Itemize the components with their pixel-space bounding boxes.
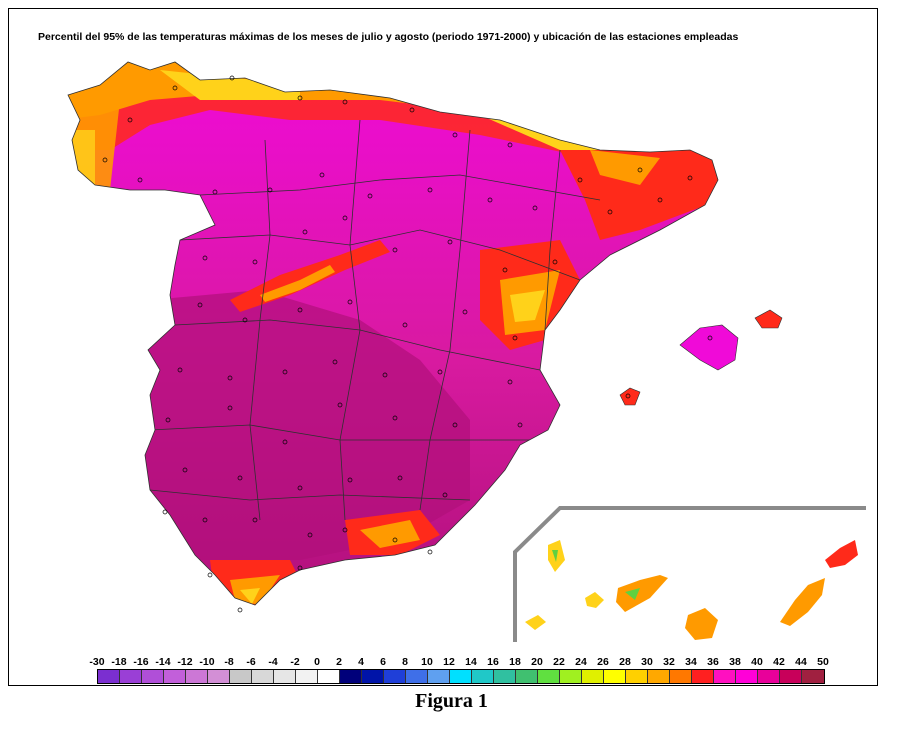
figure-caption: Figura 1	[415, 690, 488, 712]
legend-label: 28	[619, 656, 631, 668]
legend-swatch	[406, 670, 428, 683]
legend-label: 44	[795, 656, 807, 668]
legend-swatch	[428, 670, 450, 683]
legend-label: -4	[268, 656, 278, 668]
legend-label: -2	[290, 656, 300, 668]
legend-label: -30	[89, 656, 105, 668]
balearic-islands	[619, 309, 783, 406]
legend-swatch	[296, 670, 318, 683]
iberian-peninsula	[67, 61, 719, 606]
legend-swatch	[340, 670, 362, 683]
legend-swatch	[780, 670, 802, 683]
legend-label: 50	[817, 656, 829, 668]
legend-swatch	[142, 670, 164, 683]
legend-label: 4	[358, 656, 364, 668]
legend-labels: -30 -18 -16 -14 -12 -10 -8 -6 -4 -2 0 2 4 6 8 10 12 14 16 1…	[86, 656, 829, 668]
legend-swatch	[758, 670, 780, 683]
legend-swatch	[648, 670, 670, 683]
legend-swatch	[626, 670, 648, 683]
legend-swatch	[604, 670, 626, 683]
legend-label: 18	[509, 656, 521, 668]
map-title: Percentil del 95% de las temperaturas má…	[38, 31, 739, 43]
legend-swatch	[450, 670, 472, 683]
legend-swatch	[230, 670, 252, 683]
legend-label: 30	[641, 656, 653, 668]
legend-label: -14	[155, 656, 171, 668]
legend-label: -16	[133, 656, 149, 668]
legend-swatch	[736, 670, 758, 683]
legend-label: 26	[597, 656, 609, 668]
legend-label: 14	[465, 656, 477, 668]
legend-swatch	[582, 670, 604, 683]
legend-label: 42	[773, 656, 785, 668]
legend-label: -12	[177, 656, 193, 668]
legend-swatch	[120, 670, 142, 683]
legend-swatch	[538, 670, 560, 683]
canary-islands-inset	[513, 506, 866, 642]
legend-label: -18	[111, 656, 127, 668]
legend-swatch	[560, 670, 582, 683]
legend-label: 2	[336, 656, 342, 668]
legend-swatch	[692, 670, 714, 683]
legend-swatch	[274, 670, 296, 683]
legend-swatch	[186, 670, 208, 683]
legend-label: 22	[553, 656, 565, 668]
legend-swatch	[516, 670, 538, 683]
legend-swatch	[384, 670, 406, 683]
legend-label: -6	[246, 656, 256, 668]
legend-label: 20	[531, 656, 543, 668]
legend-swatch	[494, 670, 516, 683]
legend-label: 8	[402, 656, 408, 668]
legend-label: 40	[751, 656, 763, 668]
legend-swatch	[318, 670, 340, 683]
legend-label: 6	[380, 656, 386, 668]
station-markers	[102, 75, 713, 613]
color-legend	[97, 669, 825, 684]
legend-swatch	[208, 670, 230, 683]
legend-swatch	[472, 670, 494, 683]
legend-swatch	[670, 670, 692, 683]
legend-swatch	[362, 670, 384, 683]
legend-label: 24	[575, 656, 587, 668]
legend-label: 12	[443, 656, 455, 668]
legend-swatch	[252, 670, 274, 683]
legend-label: 0	[314, 656, 320, 668]
legend-label: 34	[685, 656, 697, 668]
legend-label: -10	[199, 656, 215, 668]
legend-label: 16	[487, 656, 499, 668]
legend-swatch	[714, 670, 736, 683]
legend-label: 38	[729, 656, 741, 668]
legend-label: 36	[707, 656, 719, 668]
legend-swatch	[164, 670, 186, 683]
legend-swatch	[802, 670, 824, 683]
legend-swatch	[98, 670, 120, 683]
legend-label: 10	[421, 656, 433, 668]
legend-label: 32	[663, 656, 675, 668]
legend-label: -8	[224, 656, 234, 668]
